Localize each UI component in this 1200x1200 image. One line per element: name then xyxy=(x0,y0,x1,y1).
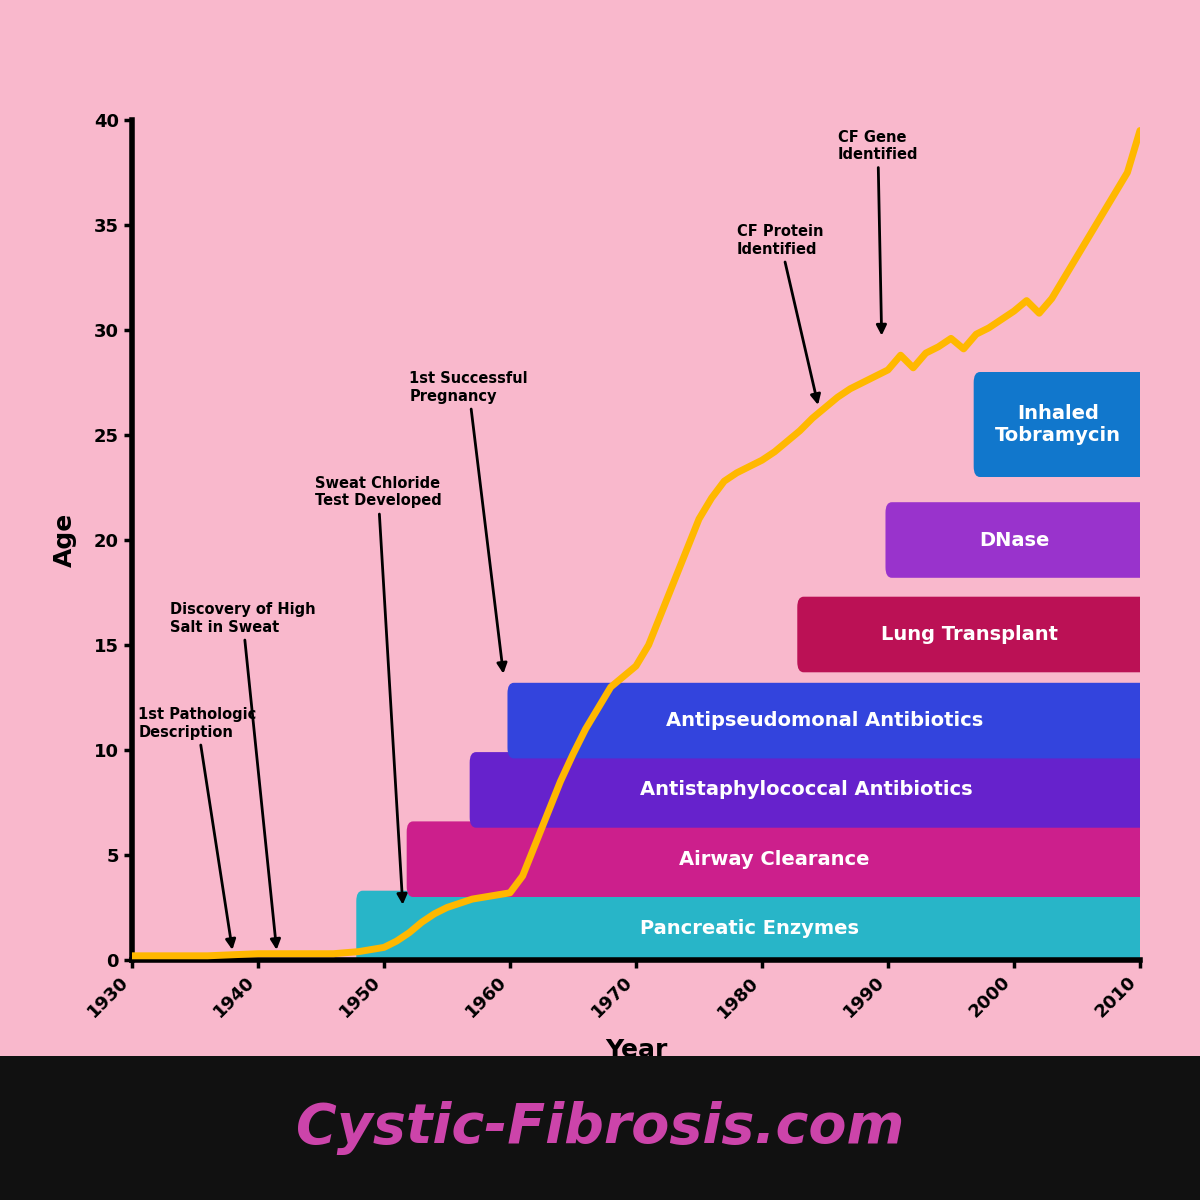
FancyBboxPatch shape xyxy=(797,596,1146,672)
Text: Sweat Chloride
Test Developed: Sweat Chloride Test Developed xyxy=(314,476,442,901)
FancyBboxPatch shape xyxy=(407,821,1146,898)
FancyBboxPatch shape xyxy=(886,502,1146,577)
Text: Cystic-Fibrosis.com: Cystic-Fibrosis.com xyxy=(296,1102,904,1154)
Text: Inhaled
Tobramycin: Inhaled Tobramycin xyxy=(995,404,1121,445)
Text: Pancreatic Enzymes: Pancreatic Enzymes xyxy=(640,919,859,938)
FancyBboxPatch shape xyxy=(508,683,1146,758)
Text: 1st Pathologic
Description: 1st Pathologic Description xyxy=(138,707,257,947)
X-axis label: Year: Year xyxy=(605,1038,667,1062)
Text: DNase: DNase xyxy=(979,530,1049,550)
Y-axis label: Age: Age xyxy=(53,512,77,568)
Text: CF Gene
Identified: CF Gene Identified xyxy=(838,130,918,332)
Text: 1st Successful
Pregnancy: 1st Successful Pregnancy xyxy=(409,371,528,671)
FancyBboxPatch shape xyxy=(973,372,1146,476)
Text: CF Protein
Identified: CF Protein Identified xyxy=(737,224,823,402)
FancyBboxPatch shape xyxy=(469,752,1146,828)
Text: Discovery of High
Salt in Sweat: Discovery of High Salt in Sweat xyxy=(170,602,316,947)
Text: Antistaphylococcal Antibiotics: Antistaphylococcal Antibiotics xyxy=(640,780,972,799)
Text: Lung Transplant: Lung Transplant xyxy=(882,625,1058,644)
FancyBboxPatch shape xyxy=(356,890,1146,966)
Text: Airway Clearance: Airway Clearance xyxy=(679,850,870,869)
Text: Antipseudomonal Antibiotics: Antipseudomonal Antibiotics xyxy=(666,712,984,730)
